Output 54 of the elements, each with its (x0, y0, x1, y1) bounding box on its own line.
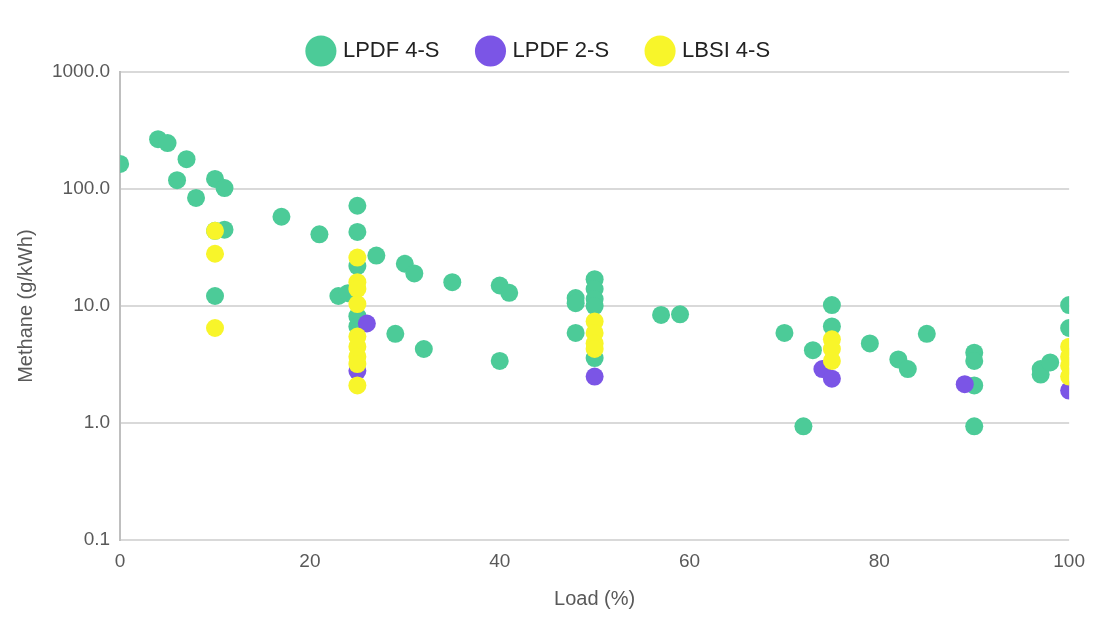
point (794, 417, 813, 436)
point (206, 319, 225, 337)
y-tick-label: 1000.0 (51, 60, 111, 82)
x-axis-title: Load (%) (554, 586, 636, 609)
x-tick-label: 20 (299, 549, 321, 571)
point (158, 134, 177, 153)
point (367, 246, 386, 265)
point (965, 417, 984, 436)
legend-label: LPDF 4-S (342, 37, 440, 63)
point (405, 264, 424, 283)
point (348, 222, 367, 241)
point (348, 376, 367, 395)
y-tick-label: 0.1 (83, 528, 111, 550)
point (357, 314, 376, 333)
point (348, 295, 367, 314)
point (500, 283, 519, 302)
point (386, 324, 405, 343)
point (671, 305, 690, 324)
y-axis-title: Methane (g/kWh) (13, 229, 36, 383)
x-tick-label: 60 (678, 549, 701, 571)
x-tick-label: 40 (489, 549, 511, 571)
point (177, 150, 196, 169)
point (585, 367, 604, 386)
legend-label: LBSI 4-S (682, 37, 771, 63)
point (348, 196, 367, 215)
y-tick-label: 100.0 (62, 177, 111, 199)
point (443, 273, 462, 292)
point (206, 286, 225, 305)
point (348, 248, 367, 267)
y-tick-label: 10.0 (73, 294, 111, 316)
point (955, 375, 974, 394)
point (206, 244, 225, 263)
x-tick-label: 80 (868, 549, 890, 571)
point (652, 305, 671, 324)
point (215, 179, 234, 198)
point (168, 171, 187, 190)
point (917, 324, 936, 343)
x-tick-label: 0 (114, 549, 126, 571)
point (803, 341, 822, 360)
point (187, 188, 206, 207)
point (414, 340, 433, 358)
point (566, 323, 585, 342)
point (822, 369, 841, 388)
point (490, 351, 509, 370)
point (1041, 353, 1060, 372)
point (898, 360, 917, 379)
point (822, 296, 841, 315)
x-tick-label: 100 (1053, 549, 1085, 571)
point (775, 323, 794, 342)
point (310, 225, 329, 244)
legend-label: LPDF 2-S (512, 37, 610, 63)
y-tick-label: 1.0 (83, 411, 111, 433)
point (860, 334, 879, 353)
point (272, 207, 291, 226)
